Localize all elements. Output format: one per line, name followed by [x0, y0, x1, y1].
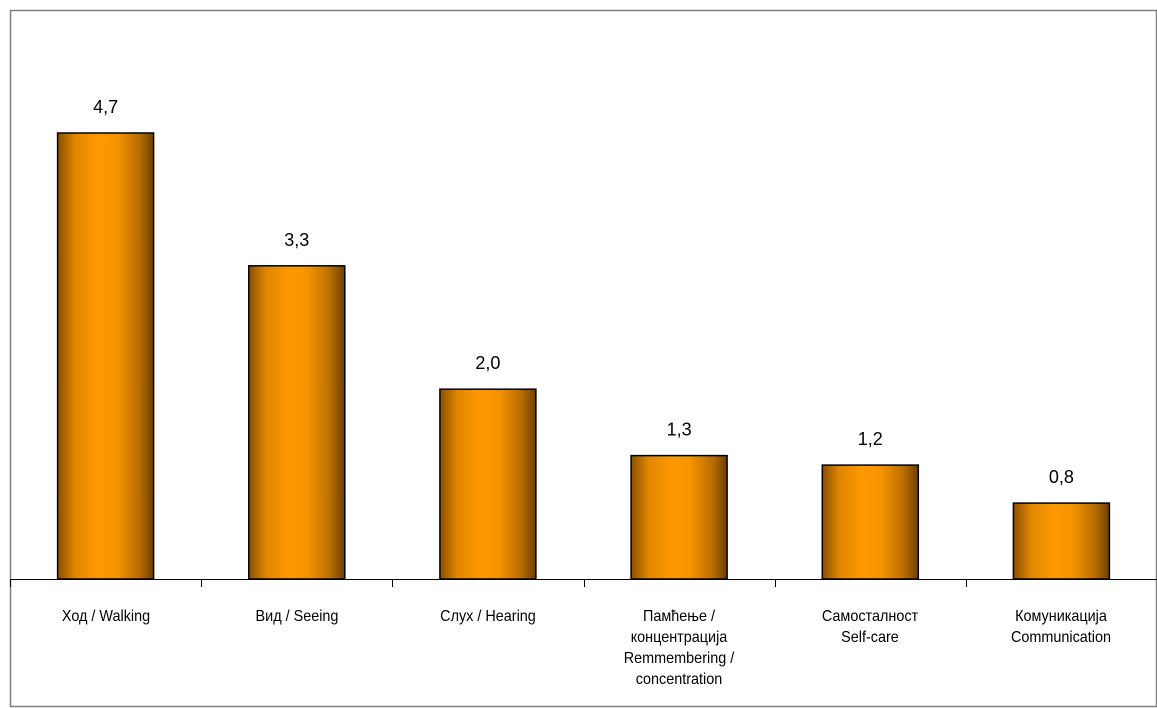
data-label-4: 1,3 [667, 420, 692, 440]
data-label-6: 0,8 [1049, 467, 1074, 487]
category-label-2: Вид / Seeing [255, 608, 339, 625]
category-label-1: Ход / Walking [61, 608, 150, 625]
data-label-1: 4,7 [93, 97, 118, 117]
category-label-3: Слух / Hearing [440, 608, 536, 625]
bar-5 [821, 464, 920, 580]
data-label-2: 3,3 [284, 230, 309, 250]
chart-border [9, 9, 1157, 708]
x-axis [10, 579, 1157, 587]
category-label-4: Памћење / концентрација Remmembering / c… [623, 608, 735, 688]
data-label-3: 2,0 [475, 353, 500, 373]
bar-6 [1012, 502, 1111, 580]
bars-layer [56, 132, 1111, 580]
category-label-5: Самосталност Self-care [822, 608, 919, 646]
bar-4 [630, 454, 728, 580]
bar-2 [248, 265, 346, 580]
data-label-5: 1,2 [858, 429, 883, 449]
bar-1 [56, 132, 155, 580]
bar-3 [439, 388, 537, 580]
data-labels-layer: 4,7 3,3 2,0 1,3 1,2 0,8 [93, 97, 1074, 487]
category-label-6: Комуникација Communication [1011, 608, 1112, 646]
